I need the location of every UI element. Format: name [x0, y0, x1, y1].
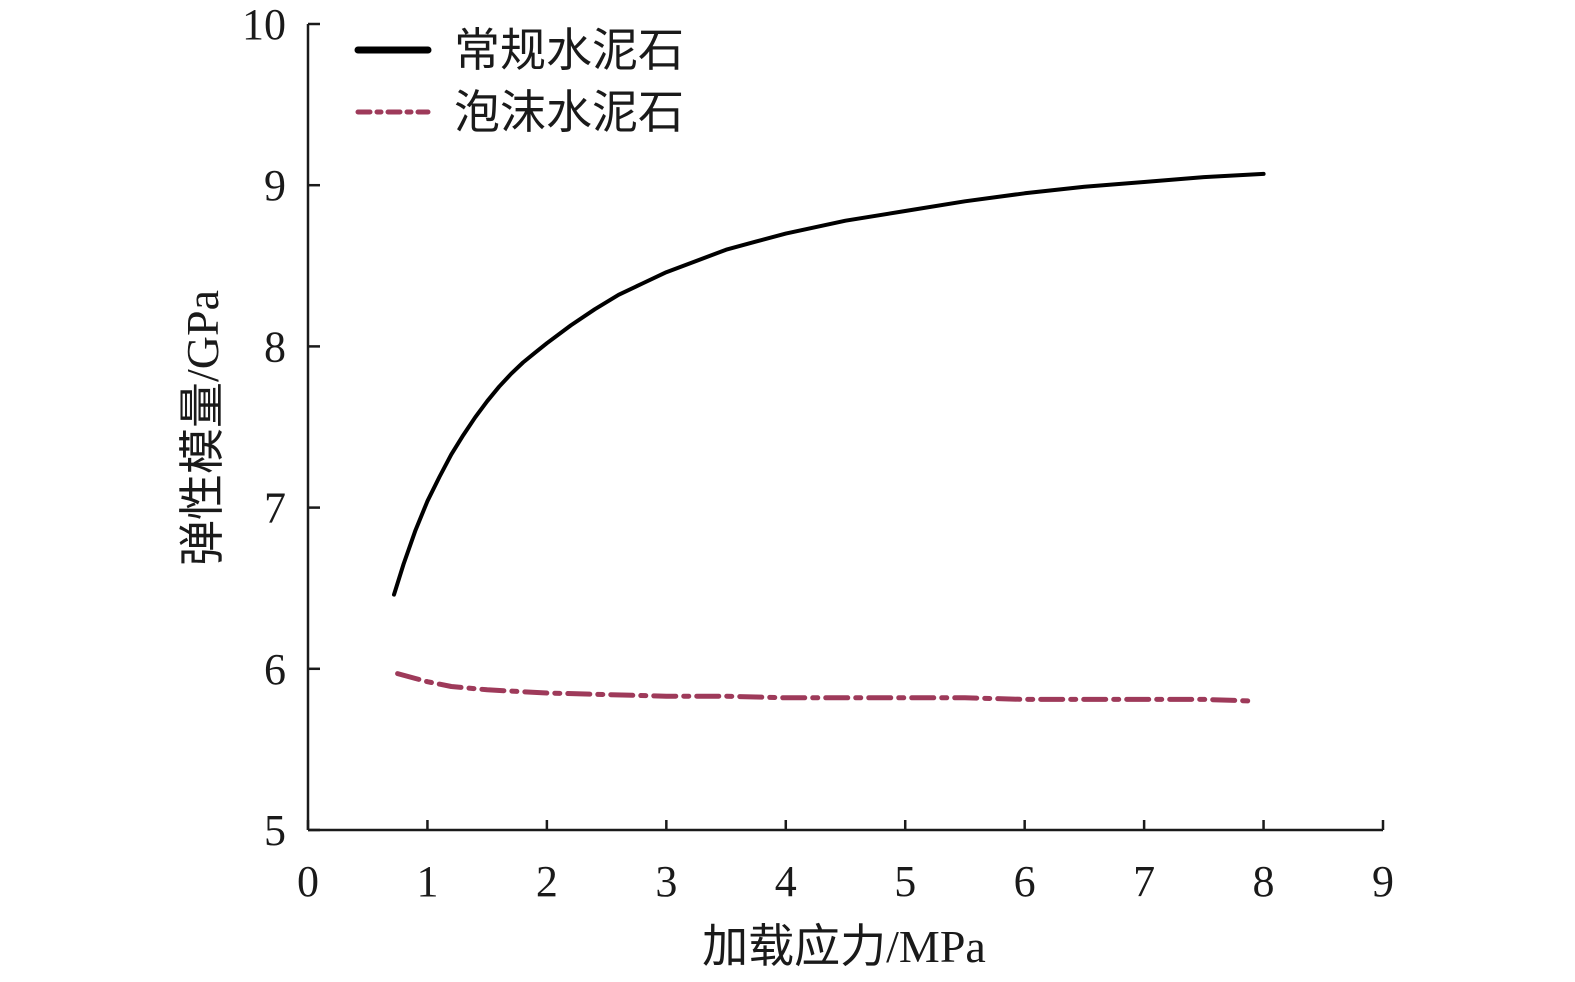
x-tick-label: 6	[1014, 857, 1036, 906]
legend-label-1: 常规水泥石	[454, 25, 684, 76]
x-tick-label: 8	[1253, 857, 1275, 906]
y-tick-label: 10	[242, 0, 286, 49]
x-tick-label: 1	[416, 857, 438, 906]
y-tick-label: 7	[264, 484, 286, 533]
x-tick-label: 0	[297, 857, 319, 906]
x-tick-label: 4	[775, 857, 797, 906]
series-layer	[392, 171, 1266, 704]
y-axis-title: 弹性模量/GPa	[177, 290, 228, 566]
series-line-1	[392, 171, 1266, 597]
y-tick-label: 8	[264, 322, 286, 371]
x-tick-label: 7	[1133, 857, 1155, 906]
legend-label-2: 泡沫水泥石	[454, 87, 684, 138]
x-tick-label: 9	[1372, 857, 1394, 906]
y-tick-label: 6	[264, 645, 286, 694]
x-tick-label: 3	[655, 857, 677, 906]
y-tick-label: 5	[264, 806, 286, 855]
x-tick-label: 5	[894, 857, 916, 906]
x-tick-label: 2	[536, 857, 558, 906]
series-line-2	[395, 671, 1255, 704]
x-axis-title: 加载应力/MPa	[702, 921, 986, 972]
y-tick-label: 9	[264, 161, 286, 210]
axes: 0 1 2 3 4 5 6 7 8 9 5 6 7 8 9 10	[242, 0, 1394, 906]
